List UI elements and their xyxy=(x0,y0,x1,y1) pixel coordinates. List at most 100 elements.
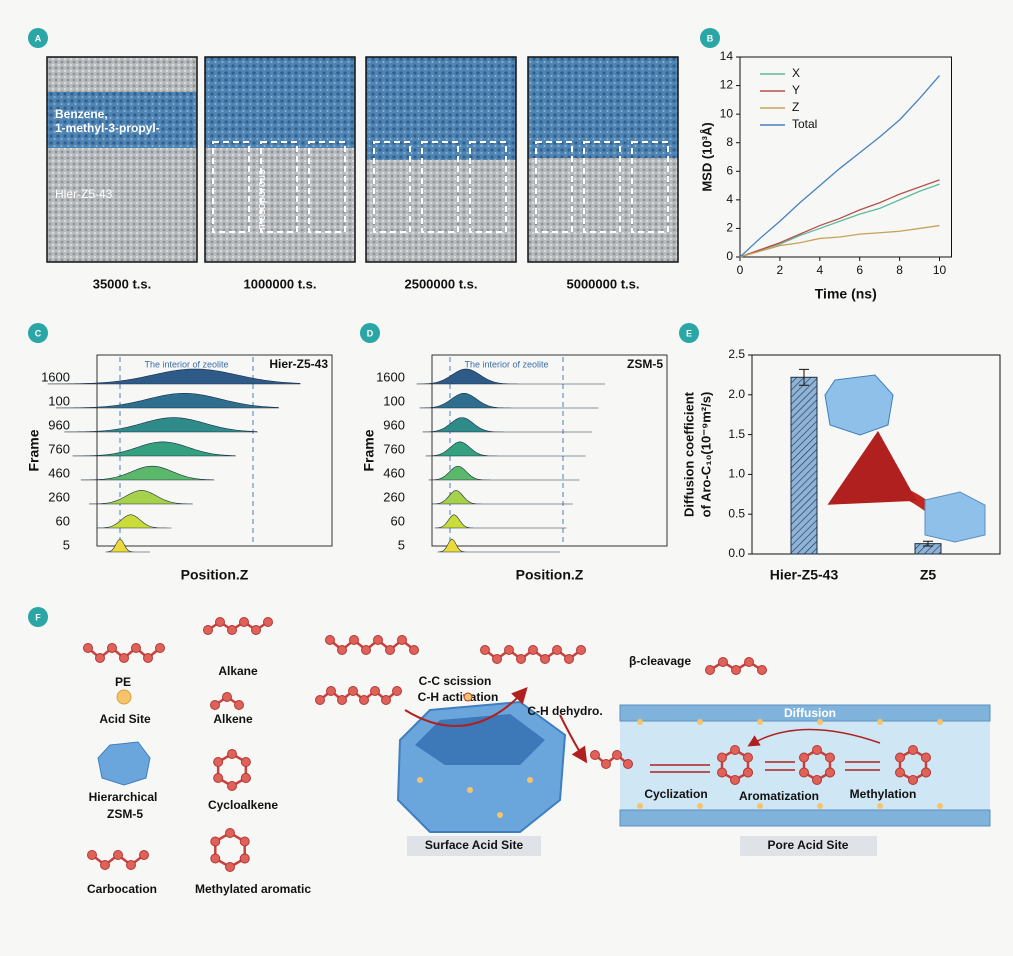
snapshot-label: 1000000 t.s. xyxy=(243,276,316,291)
snapshot-blue xyxy=(366,57,516,160)
panel-label: B xyxy=(707,33,714,43)
atom xyxy=(409,645,419,655)
bond xyxy=(594,753,629,766)
atom xyxy=(203,625,213,635)
legend-label: Alkene xyxy=(213,712,253,726)
header: The interior of zeolite xyxy=(144,359,228,369)
atom xyxy=(215,617,225,627)
y-tick-label: 0.5 xyxy=(728,506,745,520)
series-line xyxy=(739,183,940,258)
frame-label: 760 xyxy=(48,441,70,456)
atom xyxy=(239,617,249,627)
legend-label: Carbocation xyxy=(87,882,157,896)
acid-site xyxy=(497,812,503,818)
x-tick-label: Hier-Z5-43 xyxy=(770,567,839,583)
snapshot-blue xyxy=(205,57,355,148)
acid-site xyxy=(463,692,473,702)
site-label: Pore Acid Site xyxy=(768,838,849,852)
atom xyxy=(263,617,273,627)
zeolite-top xyxy=(415,714,545,765)
atom xyxy=(361,645,371,655)
x-tick-label: 2 xyxy=(777,263,784,277)
ridge xyxy=(97,514,172,529)
frame-label: 260 xyxy=(383,489,405,504)
atom xyxy=(552,645,562,655)
pore-box xyxy=(212,141,250,233)
frame-label: 1600 xyxy=(41,369,70,384)
step-label: Aromatization xyxy=(739,789,819,803)
atom xyxy=(623,759,633,769)
ridge xyxy=(47,368,301,385)
step-label: Cyclization xyxy=(644,787,707,801)
y-tick-label: 1.0 xyxy=(728,467,745,481)
atom xyxy=(920,752,931,763)
panel-label: E xyxy=(686,328,692,338)
step-label: Diffusion xyxy=(784,706,836,720)
y-tick-label: 0 xyxy=(726,249,733,263)
zeolite-icon xyxy=(97,741,151,786)
step-label: C-C scission xyxy=(419,674,492,688)
y-tick-label: 4 xyxy=(726,192,733,206)
x-tick-label: 4 xyxy=(816,263,823,277)
bar-hatch xyxy=(791,377,817,554)
snapshot-frame xyxy=(46,56,198,263)
pore-box xyxy=(631,141,669,233)
acid-site xyxy=(937,719,943,725)
frame-label: 60 xyxy=(56,513,70,528)
y-axis-label: Diffusion coefficient xyxy=(681,391,696,517)
panel-label: D xyxy=(367,328,374,338)
atom xyxy=(742,752,753,763)
atom xyxy=(812,745,822,755)
series-line xyxy=(739,179,940,258)
acid-site xyxy=(937,803,943,809)
acid-site xyxy=(877,803,883,809)
atom xyxy=(812,775,822,785)
atom xyxy=(126,860,136,870)
acid-site xyxy=(417,777,423,783)
legend-label: Methylated aromatic xyxy=(195,882,311,896)
ridge xyxy=(105,538,150,553)
ridge xyxy=(419,392,599,409)
atom xyxy=(799,752,810,763)
atom xyxy=(213,773,224,783)
atom xyxy=(612,750,622,760)
acid-site xyxy=(637,719,643,725)
frame-label: 960 xyxy=(48,417,70,432)
x-axis-label: Position.Z xyxy=(181,567,249,583)
plot-frame xyxy=(96,354,333,547)
atom xyxy=(908,775,918,785)
step-label: C-H activation xyxy=(418,690,499,704)
atom xyxy=(210,853,221,864)
panel-label: A xyxy=(35,33,42,43)
atom xyxy=(131,643,141,653)
pore-box xyxy=(535,141,573,233)
frame-label: 5 xyxy=(63,537,70,552)
acid-site xyxy=(116,689,132,705)
atom xyxy=(705,665,715,675)
x-tick-label: 6 xyxy=(856,263,863,277)
atom xyxy=(730,745,740,755)
frame-label: 960 xyxy=(383,417,405,432)
atom xyxy=(139,850,149,860)
site-box xyxy=(407,836,541,856)
frame-label: 100 xyxy=(48,393,70,408)
frame-label: 460 xyxy=(383,465,405,480)
atom xyxy=(325,635,335,645)
y-tick-label: 8 xyxy=(726,135,733,149)
atom xyxy=(385,645,395,655)
atom xyxy=(528,645,538,655)
legend-label: Hierarchical xyxy=(89,790,158,804)
frame-label: 100 xyxy=(383,393,405,408)
pore-box xyxy=(583,141,621,233)
atom xyxy=(744,657,754,667)
atom xyxy=(908,745,918,755)
atom xyxy=(113,850,123,860)
series-line xyxy=(739,224,940,258)
acid-site xyxy=(877,719,883,725)
legend-label: PE xyxy=(115,675,131,689)
site-box xyxy=(740,836,877,856)
atom xyxy=(251,625,261,635)
frame-label: 460 xyxy=(48,465,70,480)
atom xyxy=(824,767,835,778)
legend-label: X xyxy=(792,66,800,80)
